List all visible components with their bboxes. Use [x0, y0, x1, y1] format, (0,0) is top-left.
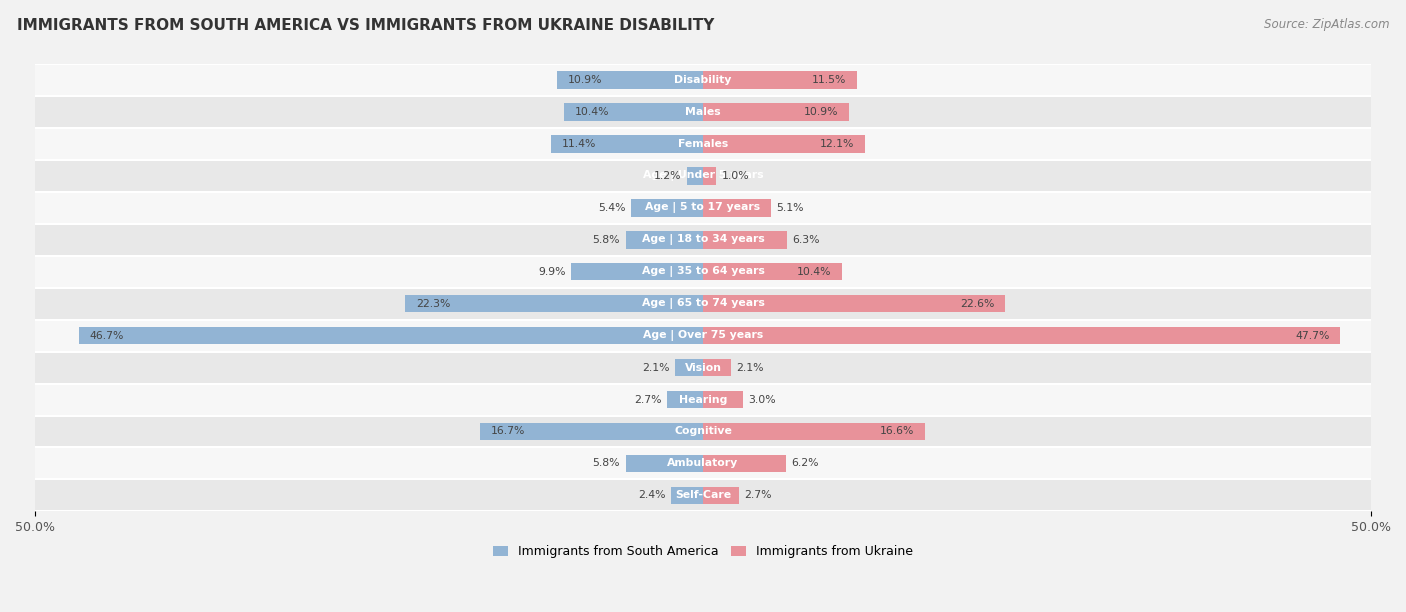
Bar	[35, 192, 1371, 224]
Bar	[35, 416, 1371, 447]
Bar	[35, 64, 1371, 96]
Bar	[571, 263, 703, 280]
Bar	[35, 96, 1371, 128]
Bar	[35, 351, 1371, 384]
Bar	[35, 160, 1371, 192]
Text: 22.6%: 22.6%	[960, 299, 994, 308]
Bar	[703, 455, 786, 472]
Bar	[703, 295, 1005, 313]
Bar	[35, 288, 1371, 319]
Bar	[703, 167, 717, 185]
Text: 11.4%: 11.4%	[561, 139, 596, 149]
Text: Ambulatory: Ambulatory	[668, 458, 738, 468]
Bar	[626, 455, 703, 472]
Text: Age | Under 5 years: Age | Under 5 years	[643, 170, 763, 181]
Bar	[35, 384, 1371, 416]
Bar	[703, 359, 731, 376]
Text: 9.9%: 9.9%	[538, 267, 565, 277]
Text: Vision: Vision	[685, 362, 721, 373]
Bar	[631, 199, 703, 217]
Bar	[564, 103, 703, 121]
Bar	[666, 390, 703, 408]
Text: Self-Care: Self-Care	[675, 490, 731, 501]
Bar	[626, 231, 703, 248]
Text: 1.2%: 1.2%	[654, 171, 682, 181]
Text: 10.4%: 10.4%	[797, 267, 831, 277]
Legend: Immigrants from South America, Immigrants from Ukraine: Immigrants from South America, Immigrant…	[488, 540, 918, 563]
Text: 12.1%: 12.1%	[820, 139, 853, 149]
Bar	[703, 103, 849, 121]
Bar	[35, 128, 1371, 160]
Text: Cognitive: Cognitive	[673, 427, 733, 436]
Bar	[79, 327, 703, 345]
Bar	[703, 390, 744, 408]
Text: 6.3%: 6.3%	[793, 235, 820, 245]
Bar	[35, 479, 1371, 512]
Text: 3.0%: 3.0%	[748, 395, 776, 405]
Bar	[671, 487, 703, 504]
Text: 10.9%: 10.9%	[803, 107, 838, 117]
Bar	[703, 135, 865, 152]
Text: 22.3%: 22.3%	[416, 299, 450, 308]
Text: Males: Males	[685, 107, 721, 117]
Text: Source: ZipAtlas.com: Source: ZipAtlas.com	[1264, 18, 1389, 31]
Text: 2.4%: 2.4%	[638, 490, 665, 501]
Bar	[35, 256, 1371, 288]
Text: 2.1%: 2.1%	[737, 362, 763, 373]
Bar	[703, 487, 740, 504]
Bar	[35, 319, 1371, 351]
Text: 2.7%: 2.7%	[744, 490, 772, 501]
Text: 6.2%: 6.2%	[792, 458, 818, 468]
Bar	[557, 71, 703, 89]
Text: 47.7%: 47.7%	[1295, 330, 1330, 341]
Text: 11.5%: 11.5%	[811, 75, 846, 85]
Bar	[675, 359, 703, 376]
Text: 2.7%: 2.7%	[634, 395, 662, 405]
Bar	[688, 167, 703, 185]
Text: Age | 5 to 17 years: Age | 5 to 17 years	[645, 203, 761, 213]
Bar	[551, 135, 703, 152]
Bar	[703, 199, 770, 217]
Bar	[703, 327, 1340, 345]
Text: 2.1%: 2.1%	[643, 362, 669, 373]
Bar	[703, 423, 925, 440]
Bar	[35, 224, 1371, 256]
Bar	[703, 231, 787, 248]
Bar	[703, 263, 842, 280]
Text: 5.4%: 5.4%	[598, 203, 626, 213]
Text: 10.4%: 10.4%	[575, 107, 609, 117]
Text: 5.1%: 5.1%	[776, 203, 804, 213]
Text: Disability: Disability	[675, 75, 731, 85]
Text: 16.6%: 16.6%	[880, 427, 914, 436]
Bar	[479, 423, 703, 440]
Bar	[405, 295, 703, 313]
Text: IMMIGRANTS FROM SOUTH AMERICA VS IMMIGRANTS FROM UKRAINE DISABILITY: IMMIGRANTS FROM SOUTH AMERICA VS IMMIGRA…	[17, 18, 714, 34]
Text: Age | 35 to 64 years: Age | 35 to 64 years	[641, 266, 765, 277]
Bar	[35, 447, 1371, 479]
Text: Age | 65 to 74 years: Age | 65 to 74 years	[641, 298, 765, 309]
Text: 1.0%: 1.0%	[721, 171, 749, 181]
Text: Age | Over 75 years: Age | Over 75 years	[643, 330, 763, 341]
Text: 10.9%: 10.9%	[568, 75, 603, 85]
Text: 5.8%: 5.8%	[593, 235, 620, 245]
Text: Age | 18 to 34 years: Age | 18 to 34 years	[641, 234, 765, 245]
Text: 16.7%: 16.7%	[491, 427, 524, 436]
Text: 5.8%: 5.8%	[593, 458, 620, 468]
Text: Hearing: Hearing	[679, 395, 727, 405]
Text: 46.7%: 46.7%	[90, 330, 124, 341]
Bar	[703, 71, 856, 89]
Text: Females: Females	[678, 139, 728, 149]
